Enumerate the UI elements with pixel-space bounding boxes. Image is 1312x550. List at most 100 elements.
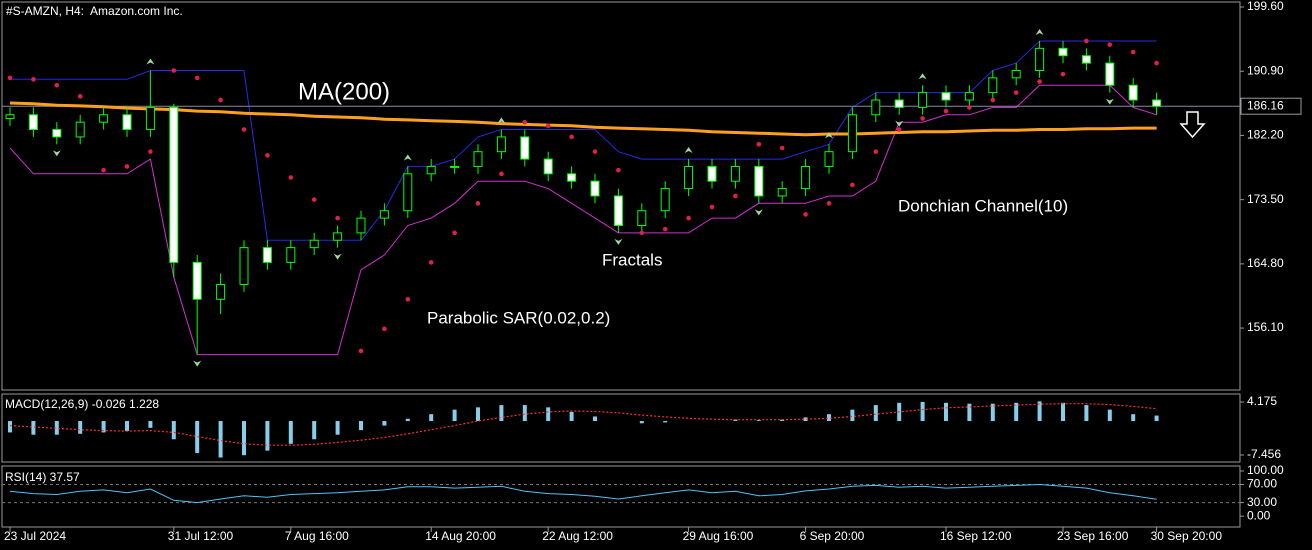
macd-bar [382,421,387,426]
macd-bar [733,419,738,422]
fractal-down [193,360,202,367]
candle-body [403,173,413,212]
ma-line [9,101,1157,137]
candle-body [1058,47,1068,57]
candle-body [964,92,974,101]
macd-panel [1,393,1241,463]
candle-body [824,151,834,167]
macd-bar [499,405,504,422]
macd-label: MACD(12,26,9) -0.026 1.228 [5,397,159,411]
macd-bar [990,403,995,422]
candle-body [309,239,319,249]
macd-bar [873,405,878,422]
candle-body [590,180,600,197]
y-tick-label: -7.456 [1247,447,1281,461]
macd-bar [1037,401,1042,422]
sar-dot [779,145,785,151]
sar-dot [148,149,153,154]
sar-dot [101,167,106,173]
sar-dot [1154,60,1159,66]
macd-bar [242,421,246,456]
candle-body [754,165,764,197]
macd-signal [9,403,1157,446]
sar-dot [943,108,949,114]
sar-dot [77,94,83,99]
sar-dot [288,175,294,180]
sar-dot [522,119,528,125]
sar-dot [428,260,434,265]
sar-dot [1107,42,1113,47]
donchian-lower [9,84,1157,356]
fractal-up [825,132,833,139]
y-tick-label: 156.10 [1247,320,1284,334]
macd-bar [54,421,59,435]
candle-body [426,165,436,175]
sar-dot [241,127,247,132]
candle-body [894,99,904,108]
candle-body [262,247,272,263]
sar-dot [709,204,715,210]
fractals-label: Fractals [602,250,662,269]
y-tick-label: 4.175 [1247,394,1277,408]
candle-body [286,247,296,263]
candle-body [543,158,553,175]
sar-dot [592,149,598,154]
sar-dot [265,153,270,158]
y-tick-label: 190.90 [1247,63,1284,77]
macd-bar [195,421,200,453]
macd-bar [265,421,270,451]
candle-body [239,247,249,286]
y-tick-label: 173.50 [1247,192,1284,206]
fractal-down [754,209,763,216]
fractal-up [1035,28,1044,35]
sar-dot [499,171,504,177]
macd-bar [476,407,480,422]
sar-dot [569,134,574,140]
candle-body [660,188,670,212]
candle-body [567,173,577,182]
sar-dot [171,68,177,73]
y-tick-label: 30.00 [1247,495,1277,509]
y-tick-label: 70.00 [1247,477,1277,491]
candle-body [169,106,179,263]
sar-dot [7,75,13,81]
macd-bar [1014,402,1019,422]
fractal-up [684,147,693,154]
sar-dot [967,105,972,110]
macd-bar [780,419,785,422]
sell-arrow [1179,111,1206,139]
sar-dot [54,82,60,88]
macd-bar [452,409,457,422]
candle-body [333,232,343,241]
x-tick-label: 23 Jul 2024 [4,529,66,543]
macd-bar [1131,414,1136,422]
macd-bar [827,414,831,422]
macd-bar [31,421,36,435]
macd-bar [101,421,106,433]
macd-bar [920,401,925,422]
candle-body [847,114,857,153]
fractal-up [403,154,412,161]
candle-body [1152,99,1162,107]
macd-bar [803,417,808,422]
sar-dot [639,230,645,236]
y-tick-label: 100.00 [1247,463,1284,477]
sar-dot [803,212,808,217]
candle-body [520,136,530,160]
sar-dot [826,201,832,206]
sar-dot [405,296,411,302]
rsi-panel [1,465,1241,528]
sar-dot [873,149,879,154]
macd-bar [850,409,855,422]
fractal-down [333,253,342,260]
candle-body [473,151,483,167]
candle-body [941,92,951,101]
x-tick-label: 31 Jul 12:00 [168,529,234,543]
sar-dot [662,226,668,232]
sar-dot [452,230,457,236]
sar-dot [311,197,317,202]
candle-body [871,99,881,116]
sar-dot [335,215,340,221]
macd-bar [593,416,597,422]
